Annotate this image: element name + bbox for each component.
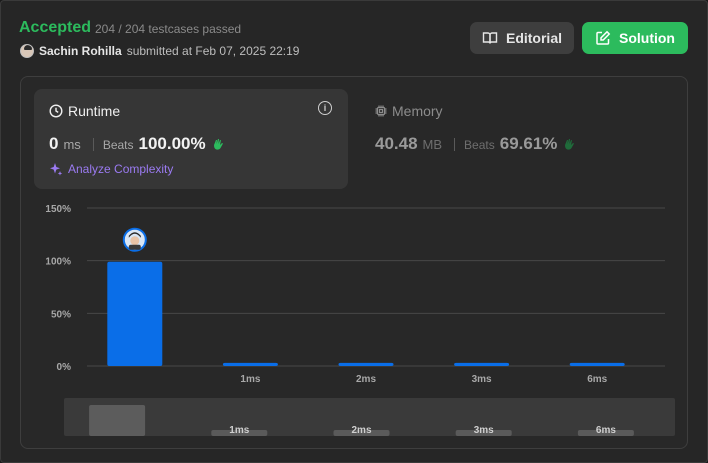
y-tick-label: 150%	[45, 204, 71, 215]
divider	[454, 137, 456, 151]
analyze-complexity-link[interactable]: Analyze Complexity	[49, 162, 173, 176]
range-tick-label: 6ms	[596, 425, 616, 436]
avatar-hair	[128, 232, 141, 238]
range-tick-label: 1ms	[229, 425, 249, 436]
avatar[interactable]	[20, 44, 34, 58]
avatar-face	[130, 236, 140, 246]
chart-bar[interactable]	[222, 362, 278, 366]
range-bar	[455, 430, 512, 436]
book-icon	[482, 32, 498, 44]
memory-title: Memory	[392, 103, 443, 119]
runtime-distribution-chart: 0% 50% 100% 150% 1ms 2ms 3ms 6ms 1ms 2ms 3ms 6ms	[45, 204, 675, 436]
info-icon[interactable]: i	[318, 101, 332, 115]
editorial-label: Editorial	[505, 30, 562, 46]
clap-icon	[565, 139, 575, 150]
range-bar	[577, 430, 634, 436]
x-tick-label: 3ms	[472, 374, 492, 385]
divider	[92, 137, 94, 151]
y-tick-label: 100%	[45, 257, 71, 268]
y-tick-label: 50%	[51, 309, 71, 320]
solution-label: Solution	[619, 30, 675, 46]
range-bar	[333, 430, 390, 436]
analyze-label: Analyze Complexity	[68, 162, 174, 176]
runtime-metric: 0 ms Beats 100.00%	[49, 134, 225, 154]
runtime-value: 0	[49, 134, 59, 153]
editorial-button[interactable]: Editorial	[470, 22, 574, 54]
range-selector[interactable]	[64, 398, 675, 436]
sparkle-icon	[50, 163, 63, 176]
x-tick-label: 2ms	[356, 374, 376, 385]
y-tick-label: 0%	[57, 362, 72, 373]
runtime-title: Runtime	[68, 103, 121, 119]
memory-beats-label: Beats	[464, 138, 495, 152]
chart-bar[interactable]	[454, 362, 510, 366]
avatar-body	[128, 244, 141, 250]
memory-beats-value: 69.61%	[499, 134, 558, 153]
runtime-header: Runtime	[49, 103, 120, 119]
runtime-card[interactable]: Runtime i 0 ms Beats 100.00% Analyze Com…	[34, 89, 348, 189]
status-label: Accepted	[19, 19, 92, 36]
chart-bar[interactable]	[338, 362, 394, 366]
submitter-name[interactable]: Sachin Rohilla	[39, 44, 122, 58]
solution-button[interactable]: Solution	[582, 22, 688, 54]
range-tick-label: 3ms	[474, 425, 494, 436]
range-tick-label: 2ms	[351, 425, 371, 436]
memory-value: 40.48	[375, 134, 418, 153]
range-bar	[89, 405, 146, 436]
submitter-info: Sachin Rohilla submitted at Feb 07, 2025…	[20, 44, 299, 58]
chart-bar[interactable]	[569, 362, 625, 366]
x-tick-label: 1ms	[240, 374, 260, 385]
submitted-time: submitted at Feb 07, 2025 22:19	[126, 44, 300, 58]
performance-panel: Runtime i 0 ms Beats 100.00% Analyze Com…	[20, 76, 688, 449]
clap-icon	[213, 139, 223, 150]
runtime-beats-label: Beats	[102, 138, 134, 152]
runtime-unit: ms	[63, 137, 81, 152]
testcases-passed: 204 / 204 testcases passed	[95, 22, 242, 36]
edit-icon	[596, 30, 611, 45]
chip-icon	[375, 105, 387, 117]
memory-unit: MB	[422, 137, 443, 152]
runtime-beats-value: 100.00%	[138, 134, 206, 153]
range-bar	[211, 430, 268, 436]
clock-icon	[49, 104, 63, 118]
chart-bar[interactable]	[107, 261, 163, 366]
x-tick-label: 6ms	[587, 374, 607, 385]
memory-metric: 40.48 MB Beats 69.61%	[375, 134, 576, 154]
memory-header[interactable]: Memory	[375, 103, 443, 119]
